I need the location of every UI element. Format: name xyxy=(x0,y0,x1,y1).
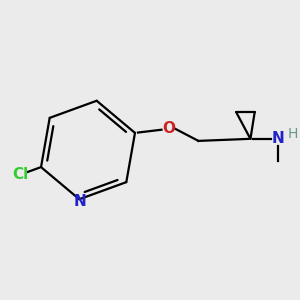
Text: H: H xyxy=(287,127,298,141)
Text: N: N xyxy=(272,131,285,146)
Text: O: O xyxy=(162,122,175,136)
Text: Cl: Cl xyxy=(12,167,28,182)
Text: N: N xyxy=(74,194,87,209)
